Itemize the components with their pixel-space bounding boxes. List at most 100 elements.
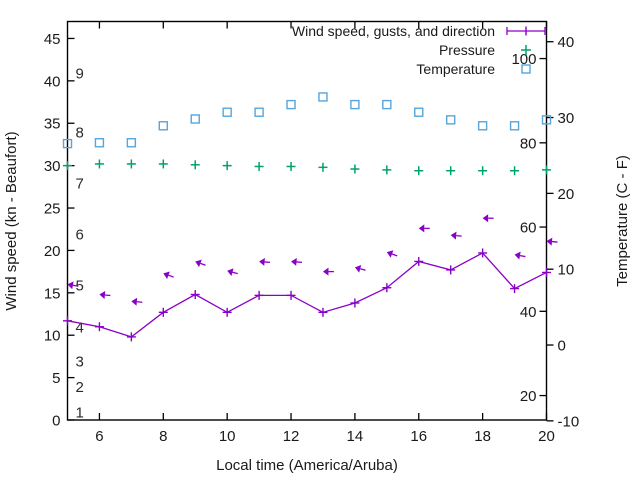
beaufort-label: 1	[76, 405, 84, 422]
wind-speed-polyline	[67, 252, 547, 338]
temperature-point	[158, 121, 169, 131]
arrow-head	[482, 214, 489, 223]
arrow-head	[67, 281, 74, 290]
beaufort-label: 8	[76, 125, 84, 142]
arrow-tail	[72, 284, 79, 287]
y2-tick-label-fahrenheit: 60	[520, 220, 537, 237]
gust-direction-arrow	[227, 268, 238, 277]
gust-direction-arrow	[131, 297, 143, 306]
wind-speed-line	[67, 252, 547, 338]
pressure-point	[382, 165, 392, 175]
arrow-tail	[360, 268, 366, 271]
x-axis-ticks: 6 8 10 12 14 16 18 20	[95, 21, 555, 445]
wind-speed-point	[542, 267, 551, 277]
legend-label: Temperature	[416, 61, 495, 77]
y2-tick-label-fahrenheit: 20	[520, 388, 537, 405]
y-tick-label: 0	[52, 413, 60, 430]
x-tick-label: 18	[474, 428, 491, 445]
gust-direction-arrow	[514, 251, 526, 260]
y2-tick-label-celsius: 30	[558, 110, 575, 127]
gust-direction-arrow	[67, 281, 79, 290]
arrow-tail	[519, 254, 526, 258]
arrow-head	[418, 224, 425, 233]
wind-speed-point	[382, 283, 392, 293]
gust-direction-arrow	[163, 271, 174, 279]
pressure-point	[63, 161, 72, 171]
arrow-tail	[200, 262, 206, 266]
gust-direction-arrow	[354, 264, 366, 273]
pressure-point	[318, 162, 328, 172]
wind-speed-point	[94, 322, 104, 332]
wind-speed-point	[510, 284, 520, 294]
pressure-point	[158, 159, 168, 169]
wind-speed-point	[478, 248, 488, 258]
y2-tick-label-celsius: 20	[558, 186, 575, 203]
y-axis-left-title: Wind speed (kn - Beaufort)	[3, 131, 20, 310]
y-tick-label: 25	[44, 201, 61, 218]
wind-speed-point	[190, 290, 200, 300]
arrow-head	[163, 271, 170, 279]
gust-direction-arrow	[482, 214, 494, 223]
temperature-point	[190, 114, 200, 124]
temperature-point	[509, 121, 520, 131]
arrow-head	[131, 297, 138, 306]
arrow-head	[99, 291, 106, 299]
temperature-point	[254, 107, 264, 117]
y-tick-label: 30	[44, 158, 61, 175]
gust-direction-arrow	[259, 257, 271, 266]
x-axis-title: Local time (America/Aruba)	[216, 457, 398, 474]
pressure-point	[222, 161, 232, 171]
plot-frame	[66, 20, 548, 421]
pressure-markers	[63, 159, 551, 176]
wind-speed-point	[286, 290, 296, 300]
gust-direction-arrow	[195, 259, 206, 268]
y2-tick-label-celsius: 0	[558, 338, 566, 355]
y-axis-right-f-ticks: 20 40 60 80 100	[511, 51, 547, 405]
gust-direction-arrow	[450, 231, 462, 240]
wind-speed-point	[318, 307, 328, 317]
x-tick-label: 8	[159, 428, 167, 445]
gust-direction-arrow	[418, 224, 430, 233]
arrow-head	[514, 251, 521, 260]
gust-direction-arrow	[291, 257, 303, 266]
temperature-point	[222, 107, 232, 117]
arrow-head	[195, 259, 202, 268]
beaufort-label: 5	[76, 277, 84, 294]
beaufort-label: 3	[76, 354, 84, 371]
temperature-point	[477, 121, 488, 131]
y-axis-left-ticks: 0 5 10 15 20 25 30 35 40 45	[44, 31, 75, 430]
pressure-point	[542, 165, 551, 175]
y2-tick-label-celsius: 40	[558, 34, 575, 51]
arrow-head	[386, 250, 394, 258]
wind-speed-point	[158, 307, 168, 317]
y-axis-right-c-ticks: -10 0 10 20 30 40	[546, 34, 580, 430]
arrow-head	[450, 231, 457, 240]
pressure-point	[510, 166, 520, 176]
pressure-point	[190, 160, 200, 170]
wind-speed-markers	[63, 248, 551, 342]
temperature-point	[350, 99, 360, 110]
pressure-point	[350, 164, 360, 174]
gust-direction-arrow	[546, 237, 558, 246]
arrow-head	[354, 264, 362, 273]
temperature-point	[286, 99, 296, 110]
y-tick-label: 10	[44, 328, 61, 345]
temperature-point	[62, 138, 73, 149]
temperature-point	[541, 115, 552, 125]
pressure-point	[446, 166, 456, 176]
temperature-point	[446, 115, 456, 125]
y2-tick-label-celsius: -10	[558, 413, 580, 430]
wind-speed-point	[254, 290, 264, 300]
y2-tick-label-celsius: 10	[558, 262, 575, 279]
arrow-tail	[168, 274, 174, 278]
pressure-point	[94, 159, 104, 169]
gust-direction-arrow	[99, 291, 111, 299]
y-tick-label: 40	[44, 73, 61, 90]
wind-speed-point	[63, 316, 72, 326]
pressure-point	[414, 166, 424, 176]
pressure-point	[254, 161, 264, 171]
chart-legend: Wind speed, gusts, and direction Pressure…	[292, 23, 546, 77]
